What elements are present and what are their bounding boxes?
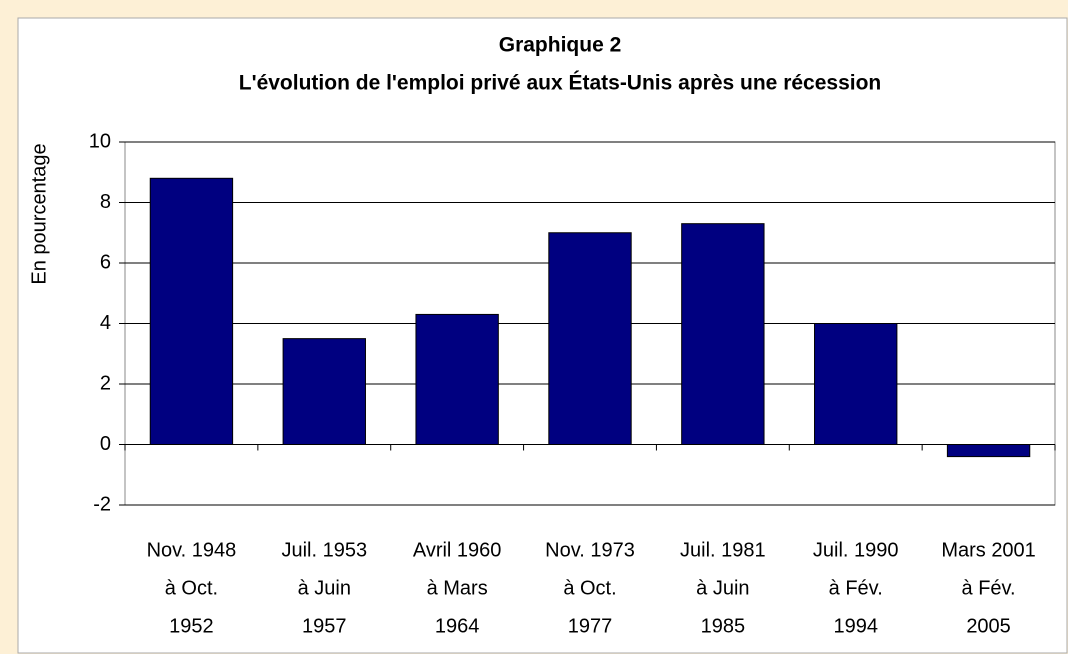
x-tick-label: 1952 (169, 615, 214, 637)
bar (946, 444, 1031, 458)
x-tick-label: à Oct. (165, 577, 218, 599)
y-tick-label: 4 (100, 312, 111, 334)
x-tick-label: Mars 2001 (941, 539, 1036, 561)
bar (814, 323, 898, 445)
x-tick-label: à Juin (298, 577, 351, 599)
x-tick-label: Juil. 1981 (680, 539, 766, 561)
x-tick-label: à Fév. (962, 577, 1016, 599)
chart-title: Graphique 2 (499, 34, 622, 57)
x-tick-label: 1994 (833, 615, 878, 637)
y-tick-label: 2 (100, 372, 111, 394)
bar (548, 232, 632, 445)
bar (149, 177, 234, 446)
y-tick-label: 0 (100, 433, 111, 455)
x-tick-label: 1964 (435, 615, 480, 637)
x-tick-label: Nov. 1948 (147, 539, 237, 561)
bar (681, 223, 765, 445)
y-tick-label: 10 (89, 130, 111, 152)
bar (282, 338, 366, 445)
y-tick-label: 6 (100, 251, 111, 273)
bar (415, 313, 499, 445)
x-tick-label: Nov. 1973 (545, 539, 635, 561)
y-tick-label: -2 (93, 493, 111, 515)
x-tick-label: 2005 (966, 615, 1011, 637)
x-tick-label: 1985 (701, 615, 746, 637)
x-tick-label: à Juin (696, 577, 749, 599)
x-tick-label: à Mars (427, 577, 488, 599)
x-tick-label: Juil. 1953 (281, 539, 367, 561)
y-axis-label: En pourcentage (28, 143, 50, 284)
x-tick-label: à Oct. (563, 577, 616, 599)
x-tick-label: Avril 1960 (413, 539, 502, 561)
y-tick-label: 8 (100, 191, 111, 213)
x-tick-label: Juil. 1990 (813, 539, 899, 561)
x-tick-label: 1977 (568, 615, 613, 637)
x-tick-label: 1957 (302, 615, 347, 637)
x-tick-label: à Fév. (829, 577, 883, 599)
chart-subtitle: L'évolution de l'emploi privé aux États-… (239, 72, 882, 95)
